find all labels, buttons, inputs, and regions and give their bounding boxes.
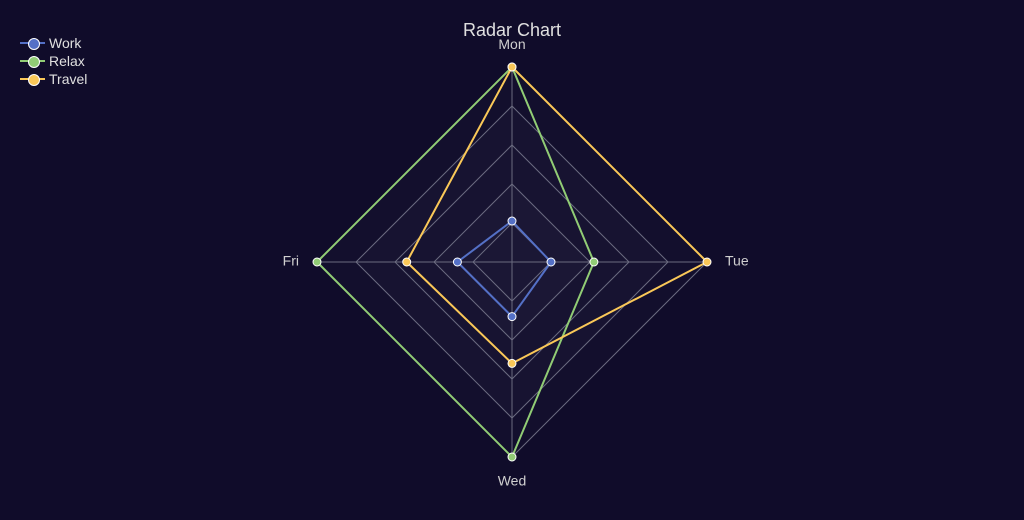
series-marker	[508, 453, 516, 461]
series-marker	[508, 63, 516, 71]
series-marker	[508, 217, 516, 225]
series-marker	[703, 258, 711, 266]
axis-label-wed: Wed	[498, 472, 527, 488]
series-marker	[547, 258, 555, 266]
radar-chart: Mon Tue Wed Fri	[0, 0, 1024, 520]
series-marker	[403, 258, 411, 266]
series-marker	[453, 258, 461, 266]
axis-label-tue: Tue	[725, 253, 749, 269]
axis-label-fri: Fri	[283, 253, 299, 269]
axis-label-mon: Mon	[498, 36, 525, 52]
series-marker	[508, 313, 516, 321]
series-marker	[508, 359, 516, 367]
series-marker	[313, 258, 321, 266]
series-marker	[590, 258, 598, 266]
chart-container: { "chart": { "type": "radar", "title": "…	[0, 0, 1024, 520]
